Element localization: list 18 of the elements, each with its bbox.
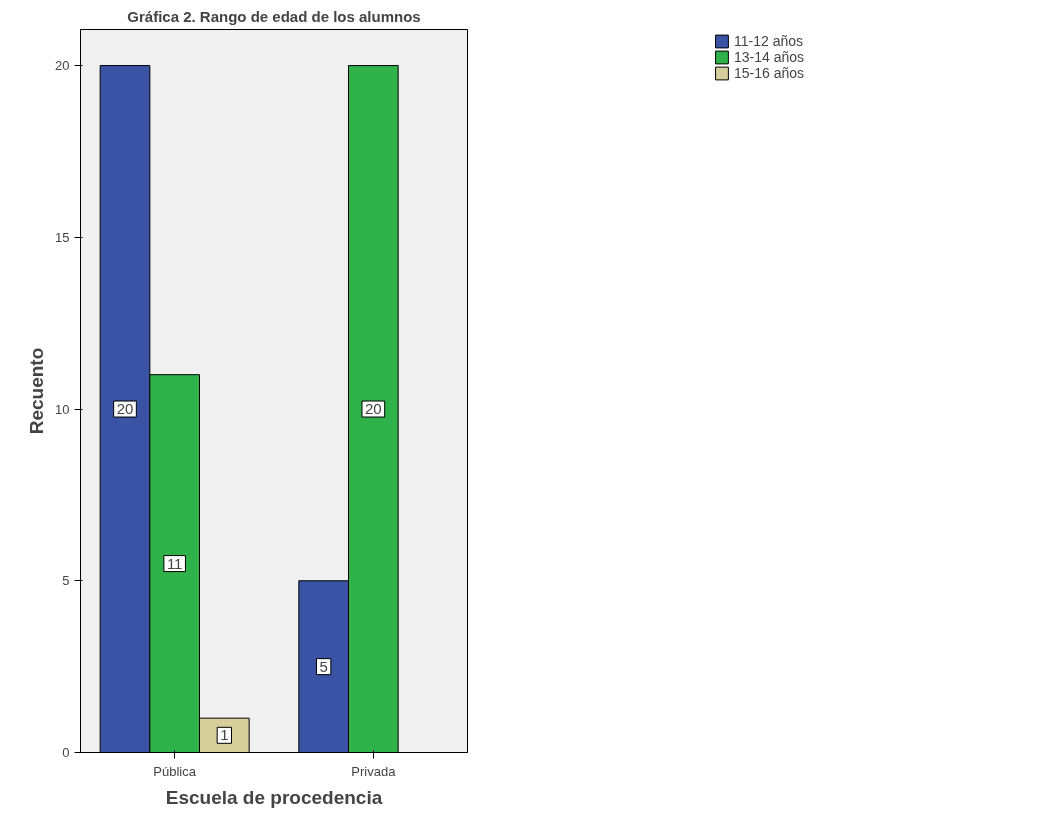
y-tick-label: 15 [55, 229, 70, 245]
y-tick-label: 10 [55, 401, 70, 417]
data-label: 20 [116, 400, 134, 418]
y-tick-label: 5 [62, 573, 70, 589]
legend-label: 11-12 años [733, 33, 803, 49]
chart-title: Gráfica 2. Rango de edad de los alumnos [127, 7, 421, 25]
y-axis-title: Recuento [26, 347, 48, 435]
x-tick-label: Pública [153, 763, 197, 779]
data-label: 1 [220, 726, 229, 744]
legend-label: 15-16 años [733, 65, 805, 81]
x-tick-label: Privada [351, 763, 397, 779]
x-axis-title: Escuela de procedencia [165, 786, 383, 808]
y-tick-label: 20 [55, 58, 70, 74]
y-tick-label: 0 [62, 745, 70, 760]
data-label: 20 [364, 400, 382, 418]
data-label: 11 [166, 554, 183, 572]
legend-label: 13-14 años [733, 49, 805, 65]
data-label: 5 [319, 657, 328, 675]
